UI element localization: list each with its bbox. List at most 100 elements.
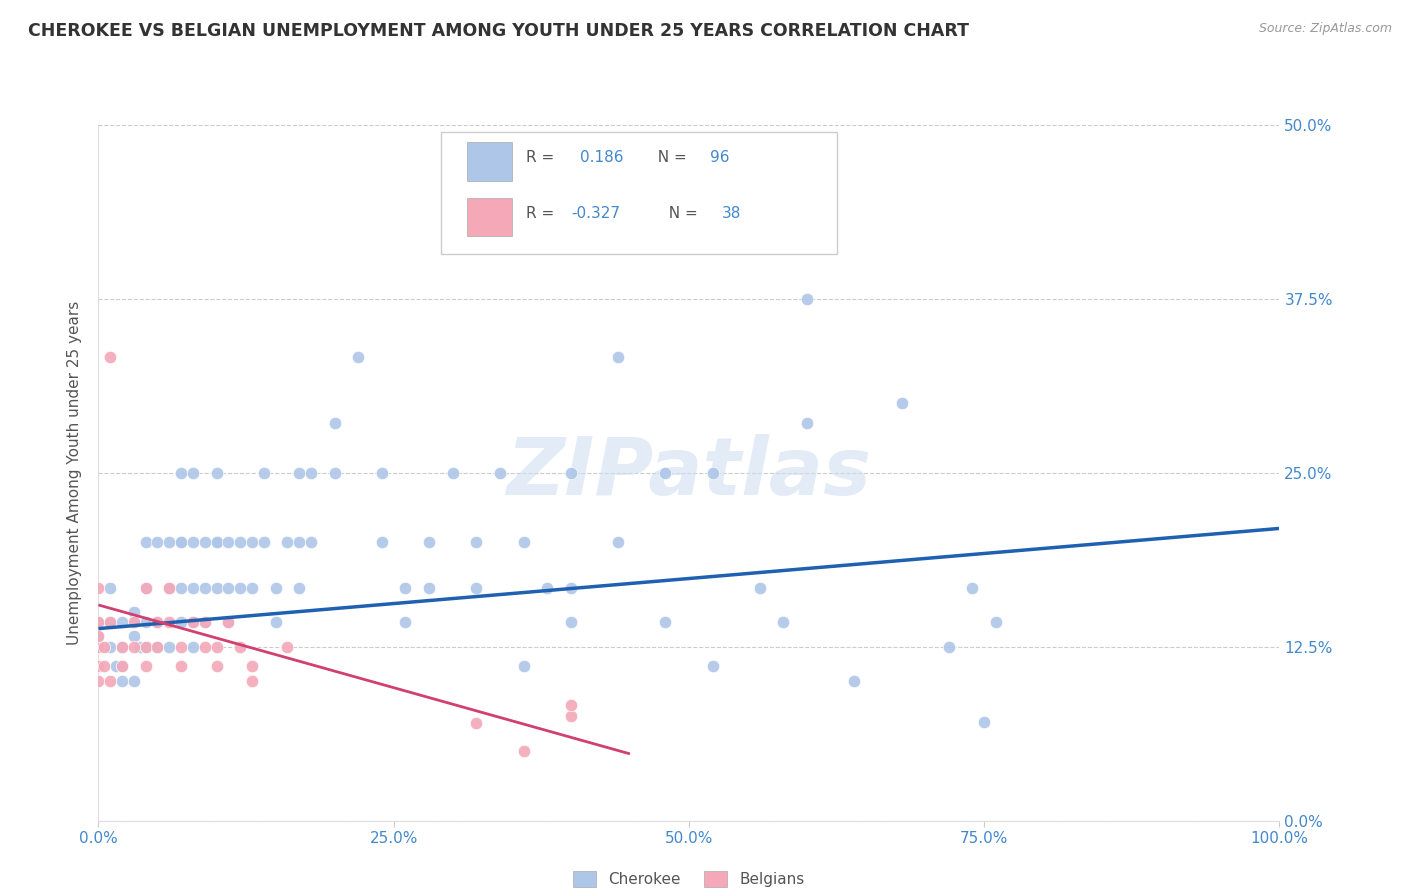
Point xyxy=(111,640,134,654)
Point xyxy=(170,581,193,595)
Point xyxy=(157,640,180,654)
Point xyxy=(654,466,676,480)
Point xyxy=(93,659,115,673)
Point xyxy=(560,581,582,595)
Point xyxy=(465,535,488,549)
FancyBboxPatch shape xyxy=(467,198,512,236)
Point xyxy=(87,615,110,629)
Point xyxy=(229,535,252,549)
Point xyxy=(98,674,121,689)
Point xyxy=(87,629,110,643)
Point xyxy=(87,615,110,629)
Point xyxy=(87,659,110,673)
Point xyxy=(93,640,115,654)
Point xyxy=(111,659,134,673)
Point xyxy=(240,535,263,549)
Point xyxy=(122,674,145,689)
Point xyxy=(240,659,263,673)
Point xyxy=(170,640,193,654)
Text: N =: N = xyxy=(648,151,692,165)
Point xyxy=(205,535,228,549)
Point xyxy=(253,535,276,549)
Point xyxy=(288,466,311,480)
Point xyxy=(122,605,145,619)
Point xyxy=(299,466,322,480)
Point xyxy=(181,640,204,654)
Point xyxy=(181,535,204,549)
Point xyxy=(607,535,630,549)
Point xyxy=(146,535,169,549)
Point xyxy=(984,615,1007,629)
Point xyxy=(962,581,984,595)
Point xyxy=(229,640,252,654)
Point xyxy=(135,581,157,595)
Point xyxy=(87,674,110,689)
Point xyxy=(465,716,488,731)
Point xyxy=(135,659,157,673)
Point xyxy=(194,615,217,629)
Point xyxy=(135,535,157,549)
Point xyxy=(276,640,298,654)
Point xyxy=(98,351,121,365)
Point xyxy=(796,292,818,306)
Point xyxy=(536,581,558,595)
Point xyxy=(146,640,169,654)
Point xyxy=(299,535,322,549)
Point xyxy=(87,640,110,654)
Point xyxy=(111,640,134,654)
Point xyxy=(607,351,630,365)
Point xyxy=(194,535,217,549)
Point xyxy=(323,466,346,480)
Point xyxy=(371,466,394,480)
Point xyxy=(87,629,110,643)
Point xyxy=(394,581,416,595)
Point xyxy=(194,581,217,595)
Point xyxy=(157,581,180,595)
Point xyxy=(98,615,121,629)
Point xyxy=(122,640,145,654)
Point xyxy=(240,581,263,595)
Point xyxy=(128,640,150,654)
Point xyxy=(560,466,582,480)
Point xyxy=(122,615,145,629)
Point xyxy=(748,581,770,595)
Point xyxy=(135,640,157,654)
Text: -0.327: -0.327 xyxy=(571,206,620,221)
Point xyxy=(394,615,416,629)
Point xyxy=(288,581,311,595)
Point xyxy=(560,709,582,723)
Legend: Cherokee, Belgians: Cherokee, Belgians xyxy=(568,865,810,892)
Point xyxy=(418,581,440,595)
Point xyxy=(135,615,157,629)
Point xyxy=(276,535,298,549)
Point xyxy=(111,674,134,689)
Point xyxy=(111,659,134,673)
Point xyxy=(465,581,488,595)
Point xyxy=(288,535,311,549)
Y-axis label: Unemployment Among Youth under 25 years: Unemployment Among Youth under 25 years xyxy=(67,301,83,645)
Point xyxy=(217,615,239,629)
Text: ZIPatlas: ZIPatlas xyxy=(506,434,872,512)
Point xyxy=(654,615,676,629)
Point xyxy=(371,535,394,549)
Point xyxy=(772,615,794,629)
Point xyxy=(98,615,121,629)
Point xyxy=(489,466,512,480)
Point xyxy=(512,659,534,673)
Point xyxy=(264,615,287,629)
Point xyxy=(122,615,145,629)
Text: N =: N = xyxy=(659,206,703,221)
Point xyxy=(170,535,193,549)
Point xyxy=(135,581,157,595)
Point xyxy=(157,581,180,595)
Point xyxy=(264,581,287,595)
Point xyxy=(194,615,217,629)
Point xyxy=(890,396,912,410)
Point xyxy=(844,674,866,689)
Point xyxy=(87,659,110,673)
Point xyxy=(181,581,204,595)
Point xyxy=(205,659,228,673)
Point xyxy=(181,615,204,629)
Point xyxy=(135,640,157,654)
Point xyxy=(560,698,582,713)
